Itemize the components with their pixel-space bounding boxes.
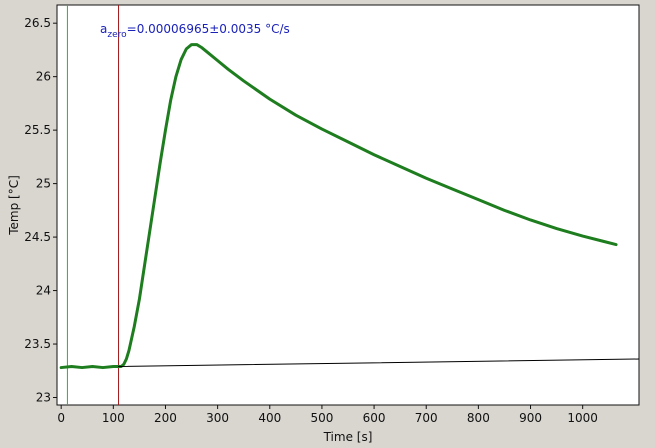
y-axis: 23 23.5 24 24.5 25 25.5 26 26.5 bbox=[24, 16, 57, 405]
x-axis-title: Time [s] bbox=[323, 430, 373, 444]
slope-annotation: azero=0.00006965±0.0035 °C/s bbox=[100, 22, 290, 40]
annotation-prefix: a bbox=[100, 22, 107, 36]
series-group bbox=[59, 43, 640, 370]
y-tick-label-0: 23 bbox=[36, 391, 51, 405]
y-tick-label-4: 25 bbox=[36, 177, 51, 191]
x-tick-label-5: 500 bbox=[310, 411, 333, 425]
y-tick-label-5: 25.5 bbox=[24, 123, 51, 137]
x-tick-label-8: 800 bbox=[467, 411, 490, 425]
series-line-0 bbox=[59, 43, 618, 370]
series-line-1 bbox=[118, 358, 640, 367]
x-tick-label-7: 700 bbox=[415, 411, 438, 425]
y-tick-label-2: 24 bbox=[36, 284, 51, 298]
plot-area bbox=[56, 4, 640, 406]
y-tick-label-6: 26 bbox=[36, 70, 51, 84]
vertical-markers bbox=[66, 5, 120, 405]
x-tick-label-6: 600 bbox=[363, 411, 386, 425]
annotation-subscript: zero bbox=[107, 30, 127, 40]
x-tick-label-4: 400 bbox=[258, 411, 281, 425]
y-tick-label-7: 26.5 bbox=[24, 16, 51, 30]
x-tick-label-9: 900 bbox=[519, 411, 542, 425]
annotation-value: =0.00006965±0.0035 °C/s bbox=[127, 22, 290, 36]
x-axis: 0 100 200 300 400 500 600 700 800 900 1000 bbox=[57, 405, 598, 425]
y-axis-title: Temp [°C] bbox=[7, 175, 21, 236]
x-tick-label-0: 0 bbox=[57, 411, 65, 425]
y-tick-label-1: 23.5 bbox=[24, 337, 51, 351]
x-tick-label-3: 300 bbox=[206, 411, 229, 425]
x-tick-label-1: 100 bbox=[102, 411, 125, 425]
x-tick-label-2: 200 bbox=[154, 411, 177, 425]
y-tick-label-3: 24.5 bbox=[24, 230, 51, 244]
x-tick-label-10: 1000 bbox=[567, 411, 598, 425]
